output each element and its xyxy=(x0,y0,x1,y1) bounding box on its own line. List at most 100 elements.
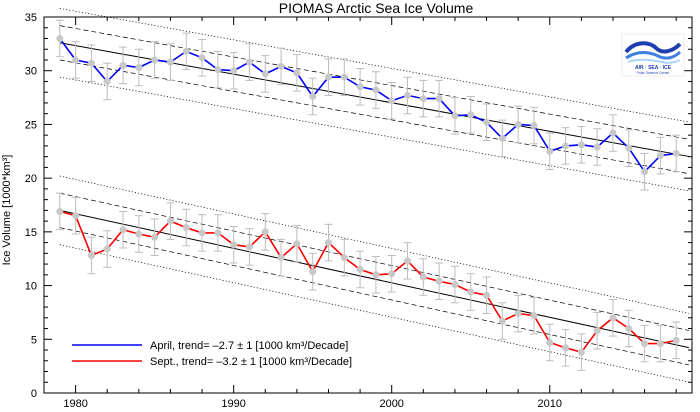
dashed-band-line xyxy=(59,25,689,140)
september-data-point xyxy=(324,239,332,247)
y-tick-label: 0 xyxy=(31,388,37,400)
april-data-point xyxy=(245,58,253,66)
september-data-point xyxy=(119,226,127,234)
april-data-point xyxy=(324,73,332,81)
y-tick-label: 25 xyxy=(25,119,37,131)
x-tick-label: 2010 xyxy=(538,398,562,410)
september-data-point xyxy=(404,257,412,265)
september-data-point xyxy=(372,271,380,279)
september-data-point xyxy=(103,245,111,253)
september-data-point xyxy=(340,254,348,262)
april-data-point xyxy=(609,129,617,137)
april-data-point xyxy=(656,152,664,160)
september-data-point xyxy=(214,229,222,237)
y-tick-label: 15 xyxy=(25,227,37,239)
september-data-point xyxy=(530,312,538,320)
legend: April, trend= –2.7 ± 1 [1000 km³/Decade]… xyxy=(72,340,352,368)
september-data-point xyxy=(56,207,64,215)
september-data-point xyxy=(562,344,570,352)
september-data-point xyxy=(182,224,190,232)
april-data-point xyxy=(166,58,174,66)
september-data-point xyxy=(135,230,143,238)
data-markers xyxy=(56,34,680,356)
x-tick-label: 1980 xyxy=(63,398,87,410)
april-data-point xyxy=(388,97,396,105)
axes: 0 5 10 15 20 25 30 35 1980 1990 2000 2010 xyxy=(25,12,692,410)
april-data-point xyxy=(514,120,522,128)
april-data-point xyxy=(593,143,601,151)
april-data-point xyxy=(309,92,317,100)
logo-text: AIR · SEA · ICE xyxy=(635,65,672,71)
y-tick-label: 5 xyxy=(31,334,37,346)
april-data-point xyxy=(293,69,301,77)
dotted-band-line xyxy=(59,8,689,123)
trend-line xyxy=(59,209,689,349)
september-data-point xyxy=(293,240,301,248)
april-data-point xyxy=(672,149,680,157)
april-data-point xyxy=(577,141,585,149)
april-data-point xyxy=(356,83,364,91)
air-sea-ice-logo: AIR · SEA · ICE Polar Science Center xyxy=(621,33,685,77)
april-data-point xyxy=(340,73,348,81)
april-data-point xyxy=(372,86,380,94)
september-data-point xyxy=(435,277,443,285)
september-data-point xyxy=(467,288,475,296)
september-data-point xyxy=(625,325,633,333)
april-data-point xyxy=(198,54,206,62)
september-data-point xyxy=(546,339,554,347)
september-data-point xyxy=(245,243,253,251)
trend-bands xyxy=(59,8,689,383)
september-data-point xyxy=(609,314,617,322)
legend-label-april: April, trend= –2.7 ± 1 [1000 km³/Decade] xyxy=(150,340,348,352)
september-data-point xyxy=(483,291,491,299)
september-data-point xyxy=(577,348,585,356)
chart-title: PIOMAS Arctic Sea Ice Volume xyxy=(279,0,474,16)
april-data-point xyxy=(214,66,222,74)
y-tick-label: 35 xyxy=(25,12,37,24)
logo-subtext: Polar Science Center xyxy=(636,71,670,75)
logo-wave-dark xyxy=(624,41,682,54)
september-data-point xyxy=(151,233,159,241)
september-data-point xyxy=(198,229,206,237)
april-data-point xyxy=(625,144,633,152)
logo-wave-light xyxy=(627,58,681,64)
april-data-point xyxy=(467,111,475,119)
logo-wave-mid xyxy=(625,50,682,60)
dotted-band-line xyxy=(59,76,689,192)
september-series-line xyxy=(59,210,677,354)
april-data-point xyxy=(277,62,285,70)
september-data-point xyxy=(656,340,664,348)
april-data-point xyxy=(103,77,111,85)
y-tick-label: 20 xyxy=(25,173,37,185)
legend-label-september: Sept., trend= –3.2 ± 1 [1000 km³/Decade] xyxy=(150,356,352,368)
september-data-point xyxy=(451,280,459,288)
april-data-point xyxy=(135,63,143,71)
april-data-point xyxy=(230,67,238,75)
april-data-point xyxy=(119,61,127,69)
x-tick-label: 1990 xyxy=(221,398,245,410)
april-data-point xyxy=(56,34,64,42)
april-data-point xyxy=(483,118,491,126)
dashed-band-line xyxy=(59,192,689,331)
dashed-band-line xyxy=(59,59,689,174)
september-data-point xyxy=(593,327,601,335)
april-data-point xyxy=(261,70,269,78)
april-data-point xyxy=(451,112,459,120)
dashed-band-line xyxy=(59,227,689,366)
september-data-point xyxy=(514,310,522,318)
april-data-point xyxy=(498,134,506,142)
april-data-point xyxy=(435,95,443,103)
april-data-point xyxy=(87,59,95,67)
april-data-point xyxy=(419,95,427,103)
april-data-point xyxy=(151,56,159,64)
april-data-point xyxy=(562,142,570,150)
september-data-point xyxy=(419,273,427,281)
y-axis-title: Ice Volume [1000*km³] xyxy=(1,155,13,266)
april-data-point xyxy=(641,168,649,176)
september-data-point xyxy=(72,212,80,220)
april-data-point xyxy=(182,47,190,55)
september-data-point xyxy=(672,336,680,344)
september-data-point xyxy=(498,317,506,325)
april-data-point xyxy=(546,147,554,155)
